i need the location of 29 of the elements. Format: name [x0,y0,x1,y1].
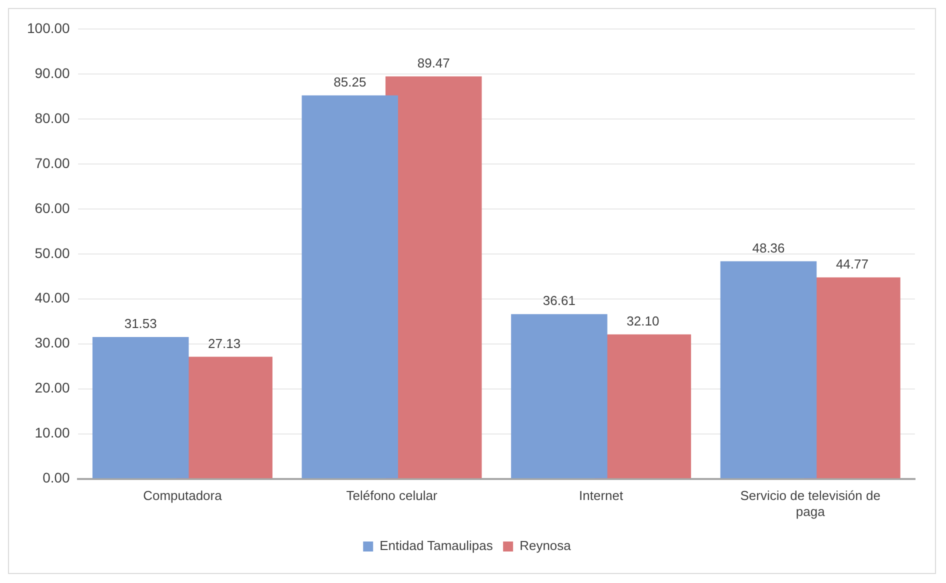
y-tick-label: 90.00 [34,64,70,81]
y-tick-label: 30.00 [34,334,70,351]
x-tick-label: Servicio de televisión de paga [740,488,880,519]
legend-label: Reynosa [520,538,572,554]
bar [720,261,817,478]
bar [511,314,608,478]
bar [302,95,398,478]
data-label: 48.36 [752,240,785,256]
y-tick-label: 50.00 [34,244,70,261]
data-label: 31.53 [124,316,157,332]
data-label: 36.61 [542,293,576,308]
y-tick-label: 80.00 [34,110,70,126]
x-tick-label: Teléfono celular [346,488,438,504]
x-tick-label: Computadora [143,488,223,504]
legend-label: Entidad Tamaulipas [380,538,494,554]
bar [92,336,189,478]
x-tick-label: Internet [579,488,624,504]
data-label: 85.25 [334,74,366,90]
y-tick-label: 10.00 [34,424,70,441]
y-tick-label: 70.00 [34,154,70,171]
data-label: 27.13 [208,336,241,351]
y-tick-label: 20.00 [34,380,70,396]
y-tick-label: 0.00 [42,470,70,486]
data-label: 44.77 [836,256,868,272]
y-tick-label: 60.00 [34,200,70,216]
data-label: 32.10 [626,313,660,328]
data-label: 89.47 [417,55,450,70]
y-tick-label: 100.00 [26,20,70,36]
y-tick-label: 40.00 [34,290,70,306]
